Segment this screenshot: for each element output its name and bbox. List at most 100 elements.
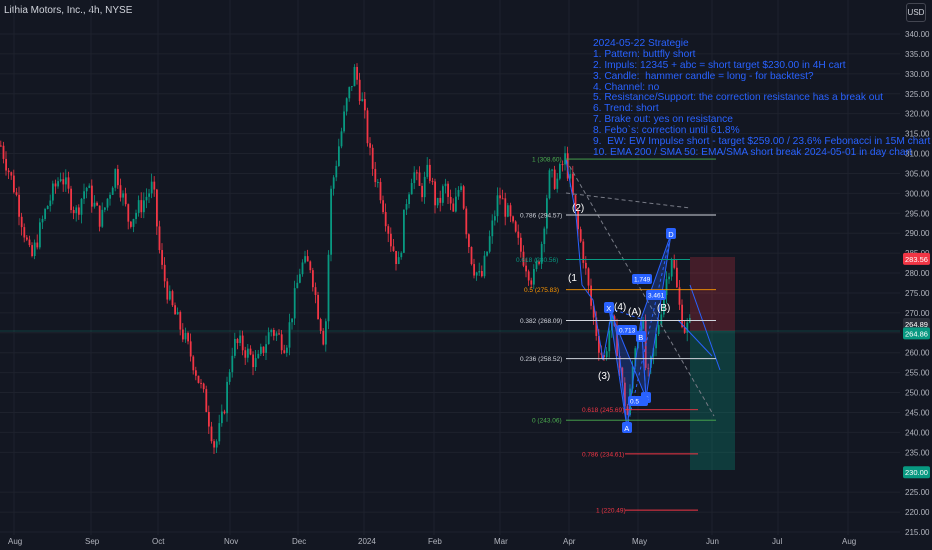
candle-body xyxy=(488,236,491,252)
candle-body xyxy=(686,322,689,333)
pattern-point-label: B xyxy=(638,333,643,342)
candle-body xyxy=(423,176,426,198)
currency-button[interactable]: USD xyxy=(906,3,926,22)
candle-body xyxy=(509,205,512,217)
strategy-line: 6. Trend: short xyxy=(593,103,659,115)
pattern-ratio-label: 0.5 xyxy=(630,399,639,406)
candle-body xyxy=(273,329,275,336)
candle-body xyxy=(351,86,353,88)
candle-body xyxy=(382,200,384,213)
candle-body xyxy=(582,241,585,263)
candle-body xyxy=(421,185,423,198)
candle-body xyxy=(374,168,377,183)
candle-body xyxy=(616,325,618,357)
candle-body xyxy=(280,334,283,351)
candle-body xyxy=(75,207,78,214)
candle-body xyxy=(512,216,514,222)
candle-body xyxy=(416,172,418,174)
candle-body xyxy=(44,209,46,219)
candle-body xyxy=(145,196,148,201)
candle-body xyxy=(83,191,85,199)
candle-body xyxy=(91,185,93,207)
candle-body xyxy=(59,179,62,182)
candle-body xyxy=(101,209,104,227)
candle-body xyxy=(265,344,267,353)
pattern-point-label: A xyxy=(624,424,629,433)
candle-body xyxy=(132,219,135,227)
candle-body xyxy=(348,87,351,99)
elliott-wave-labels: (2) (1 (4) (A) (3) (B) xyxy=(568,203,670,382)
candle-body xyxy=(517,231,520,238)
candle-body xyxy=(65,177,67,185)
candle-body xyxy=(429,164,431,181)
candle-body xyxy=(247,348,249,358)
pattern-ratio-box xyxy=(617,325,637,335)
candle-body xyxy=(127,204,130,222)
candle-body xyxy=(187,332,189,342)
candle-body xyxy=(418,172,421,186)
candle-body xyxy=(171,291,174,306)
candle-body xyxy=(299,274,301,283)
candle-body xyxy=(624,382,626,407)
candle-body xyxy=(46,205,49,210)
pattern-ratio-label: 3.461 xyxy=(648,293,665,300)
candle-body xyxy=(208,411,210,427)
candle-body xyxy=(577,210,579,230)
time-tick-label: Aug xyxy=(842,537,856,546)
candle-body xyxy=(260,346,262,354)
pattern-point-marker xyxy=(622,422,632,433)
candle-body xyxy=(156,189,158,227)
candle-body xyxy=(530,280,533,285)
candle-body xyxy=(215,441,218,448)
candle-body xyxy=(330,188,332,255)
candle-body xyxy=(283,350,286,353)
price-tick-label: 270.00 xyxy=(905,309,930,318)
candle-body xyxy=(200,382,202,384)
pattern-ratio-box xyxy=(628,396,648,406)
fib-level-label: 0 (243.06) xyxy=(532,418,562,425)
candle-body xyxy=(504,198,507,217)
candle-body xyxy=(195,370,197,376)
candle-body xyxy=(241,335,244,351)
candle-body xyxy=(317,294,319,320)
candle-body xyxy=(525,265,527,272)
candle-body xyxy=(452,203,455,212)
candle-body xyxy=(520,237,522,252)
fib-level-label: 0.786 (294.57) xyxy=(520,212,562,219)
pattern-point-marker xyxy=(636,331,646,342)
candle-body xyxy=(5,158,7,171)
candle-body xyxy=(275,333,278,336)
candle-body xyxy=(436,197,439,206)
price-tick-label: 305.00 xyxy=(905,169,930,178)
candle-body xyxy=(33,242,36,257)
candle-body xyxy=(413,172,416,184)
fib-level-label: 0.382 (268.09) xyxy=(520,318,562,325)
candle-body xyxy=(647,367,650,369)
time-tick-label: Sep xyxy=(85,537,100,546)
candle-body xyxy=(473,264,475,276)
candle-body xyxy=(676,267,678,288)
candle-body xyxy=(319,319,322,331)
candle-body xyxy=(213,441,215,448)
candle-body xyxy=(176,312,179,315)
candle-body xyxy=(590,285,592,306)
strategy-line: 7. Brake out: yes on resistance xyxy=(593,114,733,126)
candle-body xyxy=(587,268,590,286)
candle-body xyxy=(26,237,28,240)
candle-body xyxy=(475,272,478,276)
candle-body xyxy=(678,287,681,305)
strategy-notes: 2024-05-22 Strategie 1. Pattern: buttfly … xyxy=(593,38,930,159)
candle-body xyxy=(345,98,348,112)
fib-level-label: 0.618 (280.56) xyxy=(516,257,558,264)
candle-body xyxy=(533,269,535,285)
candle-body xyxy=(559,164,561,179)
candle-body xyxy=(390,233,392,247)
candle-body xyxy=(397,257,400,265)
candle-body xyxy=(52,183,54,201)
candle-body xyxy=(387,226,390,234)
candle-body xyxy=(270,329,273,333)
wave-label: (1 xyxy=(568,273,577,284)
candle-body xyxy=(301,262,304,275)
candle-body xyxy=(499,195,501,199)
